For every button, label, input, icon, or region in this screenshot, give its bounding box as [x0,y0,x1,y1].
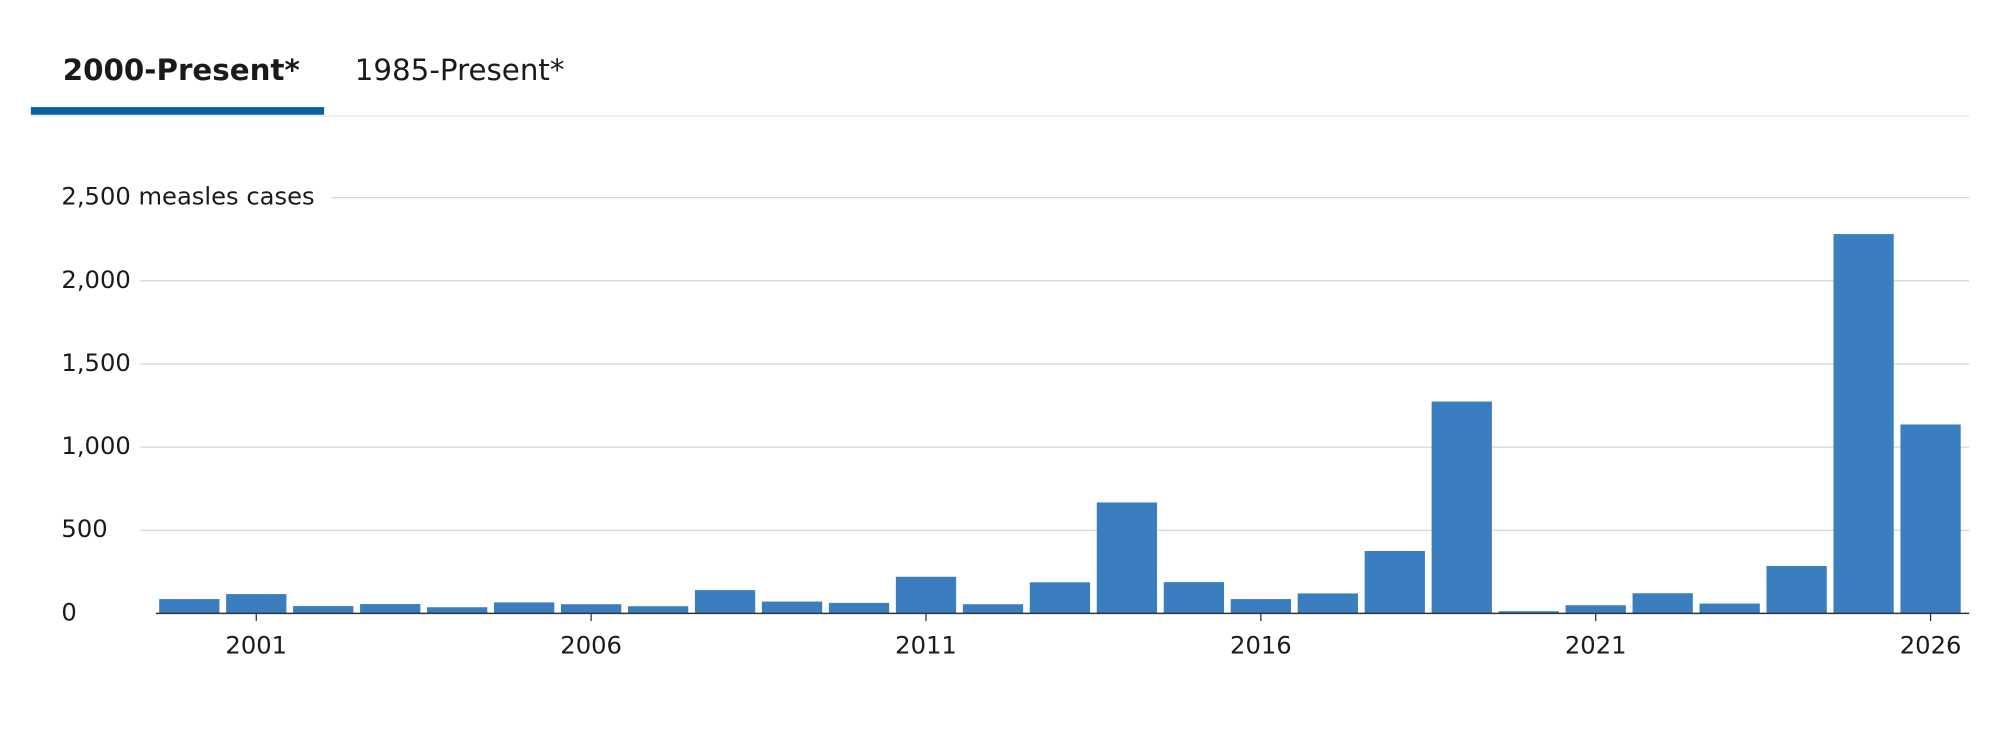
bar [1364,551,1425,614]
bar [360,604,421,614]
bar [962,604,1024,614]
bar [1766,565,1827,614]
bar [1699,603,1760,614]
y-tick-label: 2,000 [61,266,130,294]
bar [1632,593,1693,614]
bar [1900,424,1961,614]
x-tick-label: 2011 [895,632,957,660]
y-tick-label: 2,500 measles cases [61,183,314,211]
bar [1833,234,1894,614]
bar [1230,599,1291,614]
bar [226,594,287,614]
y-tick-label: 500 [61,515,107,543]
bar [1029,582,1091,614]
x-tick-label: 2026 [1900,632,1962,660]
tab[interactable]: 1985-Present* [355,53,565,87]
x-tick-label: 2021 [1565,632,1627,660]
x-tick-label: 2016 [1230,632,1292,660]
bar [159,599,220,614]
tab-underline [30,107,325,115]
bar [427,607,488,614]
x-tick-label: 2001 [225,632,287,660]
bar [494,602,555,614]
y-tick-label: 1,000 [61,432,130,460]
tab-active[interactable]: 2000-Present* [63,53,300,87]
bar [1163,582,1225,614]
y-tick-label: 0 [61,598,76,626]
bar [694,590,756,614]
bar [1498,611,1559,614]
bar [761,601,823,614]
bar [627,606,689,614]
bar [293,606,354,614]
bar [560,604,622,614]
x-tick-label: 2006 [560,632,622,660]
bar [1096,502,1158,614]
bar [1431,401,1492,614]
bar [1565,605,1626,614]
bar [828,602,890,614]
bar [1297,593,1358,614]
bar [895,576,957,614]
y-tick-label: 1,500 [61,349,130,377]
